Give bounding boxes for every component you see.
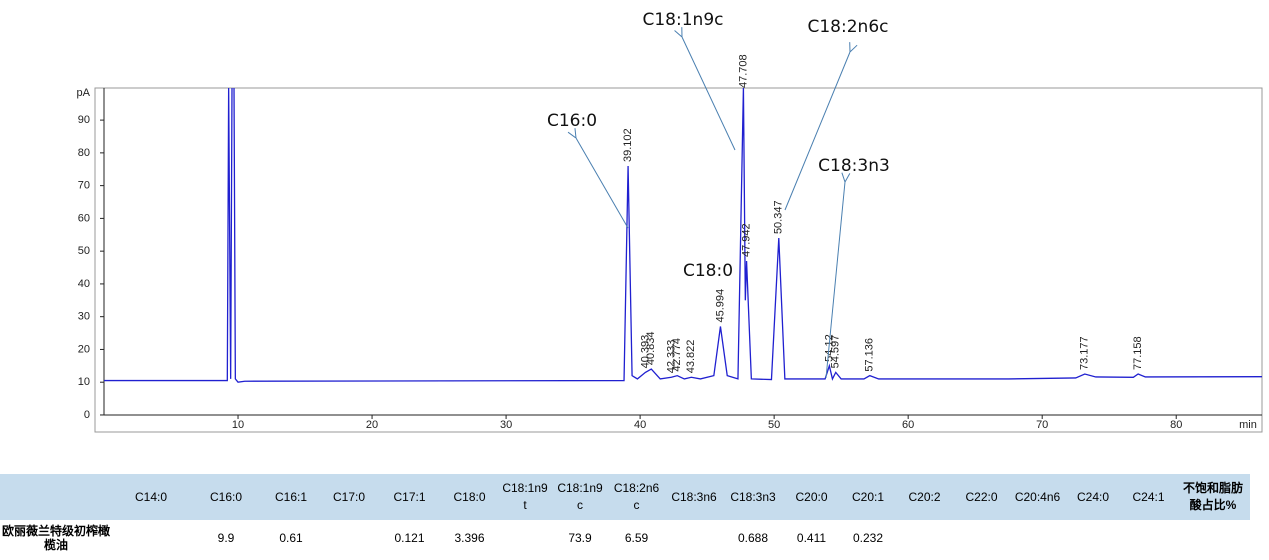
data-table: C14:0 C16:0 C16:1 C17:0 C17:1 C18:0 C18:1n9t C1…	[0, 474, 1250, 556]
peak-label: 42.333	[665, 340, 677, 374]
value-cell	[1176, 520, 1250, 556]
header-cell: C20:1	[840, 474, 896, 520]
x-tick-label: 20	[366, 419, 378, 431]
y-tick-label: 50	[78, 245, 90, 257]
chart: 0 10 20 30 40 50 60 70 80 90 pA 10 20 30 40 50 60 70 80 min…	[77, 10, 1263, 433]
annotation-arrow	[576, 138, 629, 229]
peak-label: 47.708	[737, 54, 749, 88]
peak-annotation: C18:3n3	[818, 156, 890, 176]
header-cell: C18:2n6c	[608, 474, 665, 520]
peak-label: 43.822	[685, 340, 697, 374]
value-cell	[665, 520, 723, 556]
header-cell: C20:2	[896, 474, 953, 520]
peak-label: 73.177	[1079, 336, 1091, 370]
x-tick-label: 70	[1036, 419, 1048, 431]
y-tick-label: 40	[78, 278, 90, 290]
value-cell: 73.9	[568, 531, 592, 545]
x-tick-label: 50	[768, 419, 780, 431]
value-cell	[320, 520, 378, 556]
header-cell: 不饱和脂肪酸占比%	[1176, 474, 1250, 520]
header-cell: C14:0	[112, 474, 190, 520]
peak-label: 50.347	[773, 200, 785, 234]
peak-annotation: C18:1n9c	[643, 10, 724, 30]
y-tick-label: 60	[78, 212, 90, 224]
value-cell	[1010, 520, 1065, 556]
header-cell: C22:0	[953, 474, 1010, 520]
peak-label: 77.158	[1132, 336, 1144, 370]
y-unit: pA	[77, 87, 91, 99]
peak-label: 47.942	[740, 223, 752, 257]
header-cell: C24:0	[1065, 474, 1121, 520]
peak-label: 40.834	[645, 331, 657, 365]
header-cell: C20:4n6	[1010, 474, 1065, 520]
value-cell	[112, 520, 190, 556]
header-cell: C18:3n6	[665, 474, 723, 520]
x-tick-label: 30	[500, 419, 512, 431]
value-cell: 0.232	[852, 531, 884, 545]
x-tick-label: 60	[902, 419, 914, 431]
annotation-arrow	[825, 182, 845, 379]
value-cell: 0.121	[394, 531, 425, 545]
annotation-arrow	[784, 52, 850, 211]
value-cell: 9.9	[217, 531, 235, 545]
peak-annotation: C16:0	[547, 111, 597, 131]
peak-label: 40.393	[639, 335, 651, 369]
header-cell: C16:1	[262, 474, 320, 520]
annotation-arrow	[682, 37, 736, 151]
x-tick-label: 10	[232, 419, 244, 431]
y-tick-label: 80	[78, 147, 90, 159]
peak-label: 45.994	[714, 289, 726, 323]
header-row: C14:0 C16:0 C16:1 C17:0 C17:1 C18:0 C18:1n9t C1…	[0, 474, 1250, 520]
y-tick-label: 0	[84, 409, 90, 421]
value-cell	[1121, 520, 1176, 556]
y-tick-label: 10	[78, 376, 90, 388]
x-tick-label: 40	[634, 419, 646, 431]
value-cell: 3.396	[454, 531, 485, 545]
peak-label: 39.102	[622, 128, 634, 162]
value-cell	[953, 520, 1010, 556]
y-tick-label: 20	[78, 343, 90, 355]
header-cell: C20:0	[783, 474, 840, 520]
x-tick-label: 80	[1170, 419, 1182, 431]
peak-label: 54.597	[830, 335, 842, 369]
peak-annotation: C18:2n6c	[808, 17, 889, 37]
chromatogram-trace	[104, 88, 1262, 383]
value-cell	[1065, 520, 1121, 556]
data-row: 欧丽薇兰特级初榨橄榄油 9.9 0.61 0.121 3.396 73.9 6.59 0.68…	[0, 520, 1250, 556]
y-tick-label: 30	[78, 311, 90, 323]
header-cell	[0, 474, 112, 520]
value-cell: 0.688	[737, 531, 769, 545]
value-cell: 0.61	[279, 531, 303, 545]
x-unit: min	[1239, 419, 1257, 431]
peak-label: 42.774	[671, 338, 683, 372]
value-cell: 0.411	[796, 531, 827, 545]
peak-label: 57.136	[864, 338, 876, 372]
header-cell: C16:0	[190, 474, 262, 520]
header-cell: C18:1n9c	[552, 474, 608, 520]
header-cell: C17:0	[320, 474, 378, 520]
header-cell: C17:1	[378, 474, 441, 520]
header-cell: C18:1n9t	[498, 474, 552, 520]
value-cell	[896, 520, 953, 556]
header-cell: C18:0	[441, 474, 498, 520]
header-cell: C18:3n3	[723, 474, 783, 520]
row-label: 欧丽薇兰特级初榨橄榄油	[1, 524, 110, 552]
value-cell: 6.59	[624, 531, 649, 545]
plot-frame	[94, 87, 1263, 433]
peak-annotation: C18:0	[683, 261, 733, 281]
header-cell: C24:1	[1121, 474, 1176, 520]
value-cell	[498, 520, 552, 556]
y-tick-label: 90	[78, 114, 90, 126]
y-tick-label: 70	[78, 180, 90, 192]
